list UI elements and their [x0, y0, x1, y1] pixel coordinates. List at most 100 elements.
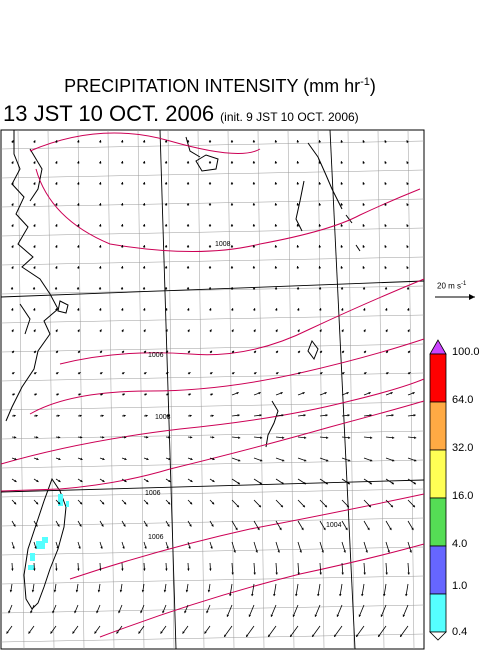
colorbar-band-0.4-1	[429, 593, 447, 633]
wind-vector-head	[142, 224, 146, 227]
wind-vector-head	[380, 614, 384, 617]
wind-vector	[380, 604, 387, 617]
wind-vector-head	[392, 436, 395, 439]
weather-map: 1008 1006 1008 1006 1006 1004	[0, 129, 425, 650]
precip-colorbar	[429, 339, 447, 641]
wind-vector-head	[281, 414, 284, 417]
wind-vector-head	[13, 414, 16, 418]
grid-line	[0, 575, 425, 585]
wind-vector-head	[33, 224, 36, 227]
wind-vector-head	[326, 436, 329, 439]
wind-vector-head	[347, 481, 350, 485]
wind-vector-head	[402, 614, 406, 617]
wind-vector-head	[367, 527, 370, 531]
wind-vector-head	[146, 479, 149, 482]
wind-vector-head	[392, 459, 395, 462]
wind-vector-head	[318, 224, 322, 227]
wind-vector-head	[99, 308, 102, 311]
wind-vector-head	[120, 203, 124, 206]
wind-vector-head	[78, 546, 81, 549]
wind-vector-head	[319, 572, 322, 575]
china-inland-coast	[29, 148, 43, 202]
wind-vector-head	[342, 372, 345, 375]
wind-vector-head	[252, 161, 256, 164]
wind-vector-head	[236, 504, 239, 508]
grid-line	[0, 459, 425, 469]
wind-vector-head	[30, 610, 33, 614]
wind-vector	[273, 583, 277, 597]
grid-line	[0, 343, 425, 353]
coastlines	[5, 130, 361, 610]
wind-vector-head	[122, 546, 125, 549]
grid-line	[107, 129, 115, 650]
wind-vector-head	[55, 140, 58, 143]
wind-vector-head	[296, 182, 300, 185]
wind-vector-head	[11, 329, 14, 332]
wind-vector-head	[124, 479, 127, 482]
wind-vector-head	[314, 614, 318, 617]
wind-vector-head	[340, 182, 343, 185]
wind-vector-head	[319, 350, 323, 354]
wind-vector	[292, 604, 299, 617]
wind-vector	[399, 625, 409, 638]
wind-vector-head	[145, 501, 149, 505]
wind-vector-head	[259, 414, 262, 417]
wind-vector-head	[121, 568, 124, 571]
wind-vector-head	[55, 350, 59, 354]
wind-vector	[267, 625, 277, 638]
wind-vector-head	[57, 414, 60, 418]
wind-vector-head	[143, 308, 146, 311]
wind-vector-head	[123, 414, 126, 418]
wind-vector-head	[120, 161, 124, 164]
wind-vector-head	[317, 593, 320, 597]
isobar-1008-south	[29, 338, 425, 415]
wind-vector-head	[406, 287, 410, 290]
wind-vector-head	[120, 266, 124, 269]
wind-vector-head	[334, 634, 337, 637]
grid-line	[0, 517, 425, 527]
wind-vector-head	[116, 631, 119, 634]
wind-vector-head	[11, 350, 15, 354]
grid-line	[0, 169, 425, 179]
wind-vector-head	[235, 527, 238, 531]
wind-vector-head	[209, 350, 213, 354]
wind-vector-head	[142, 203, 146, 206]
wind-vector-head	[33, 140, 36, 143]
wind-vector-head	[347, 414, 350, 417]
wind-vector-head	[145, 414, 148, 418]
wind-vector-head	[163, 589, 167, 593]
wind-vector-head	[33, 203, 36, 206]
wind-vector-head	[362, 161, 365, 164]
wind-vector-head	[275, 572, 278, 575]
wind-vector-head	[185, 589, 189, 593]
wind-vector-head	[384, 161, 387, 164]
wind-vector-head	[141, 589, 145, 593]
wind-vector-head	[362, 182, 365, 185]
wind-vector-head	[274, 245, 278, 248]
wind-vector-head	[362, 140, 365, 143]
wind-vector-head	[168, 435, 171, 439]
wind-vector-head	[400, 634, 403, 637]
wind-vector-head	[164, 203, 168, 206]
wind-vector-head	[385, 308, 388, 311]
wind-vector-head	[224, 634, 227, 637]
wind-vector-head	[121, 308, 124, 311]
wind-vector	[289, 625, 299, 638]
wind-vector-head	[411, 527, 414, 531]
wind-vector-head	[120, 182, 124, 185]
wind-vector-head	[79, 501, 83, 505]
wind-vector-head	[186, 140, 190, 143]
grid-line	[77, 129, 85, 650]
wind-vector-head	[253, 350, 257, 354]
wind-vector-head	[165, 568, 168, 571]
wind-vector	[314, 604, 321, 617]
wind-vector-head	[120, 245, 124, 248]
wind-vector-head	[208, 203, 212, 206]
wind-vector-head	[296, 266, 300, 269]
wind-vector-head	[210, 393, 213, 396]
wind-vector-head	[35, 524, 38, 527]
wind-vector-head	[145, 524, 148, 527]
colorbar-band-4-16	[429, 497, 447, 547]
wind-vector	[245, 625, 255, 638]
wind-vector-head	[274, 266, 278, 269]
